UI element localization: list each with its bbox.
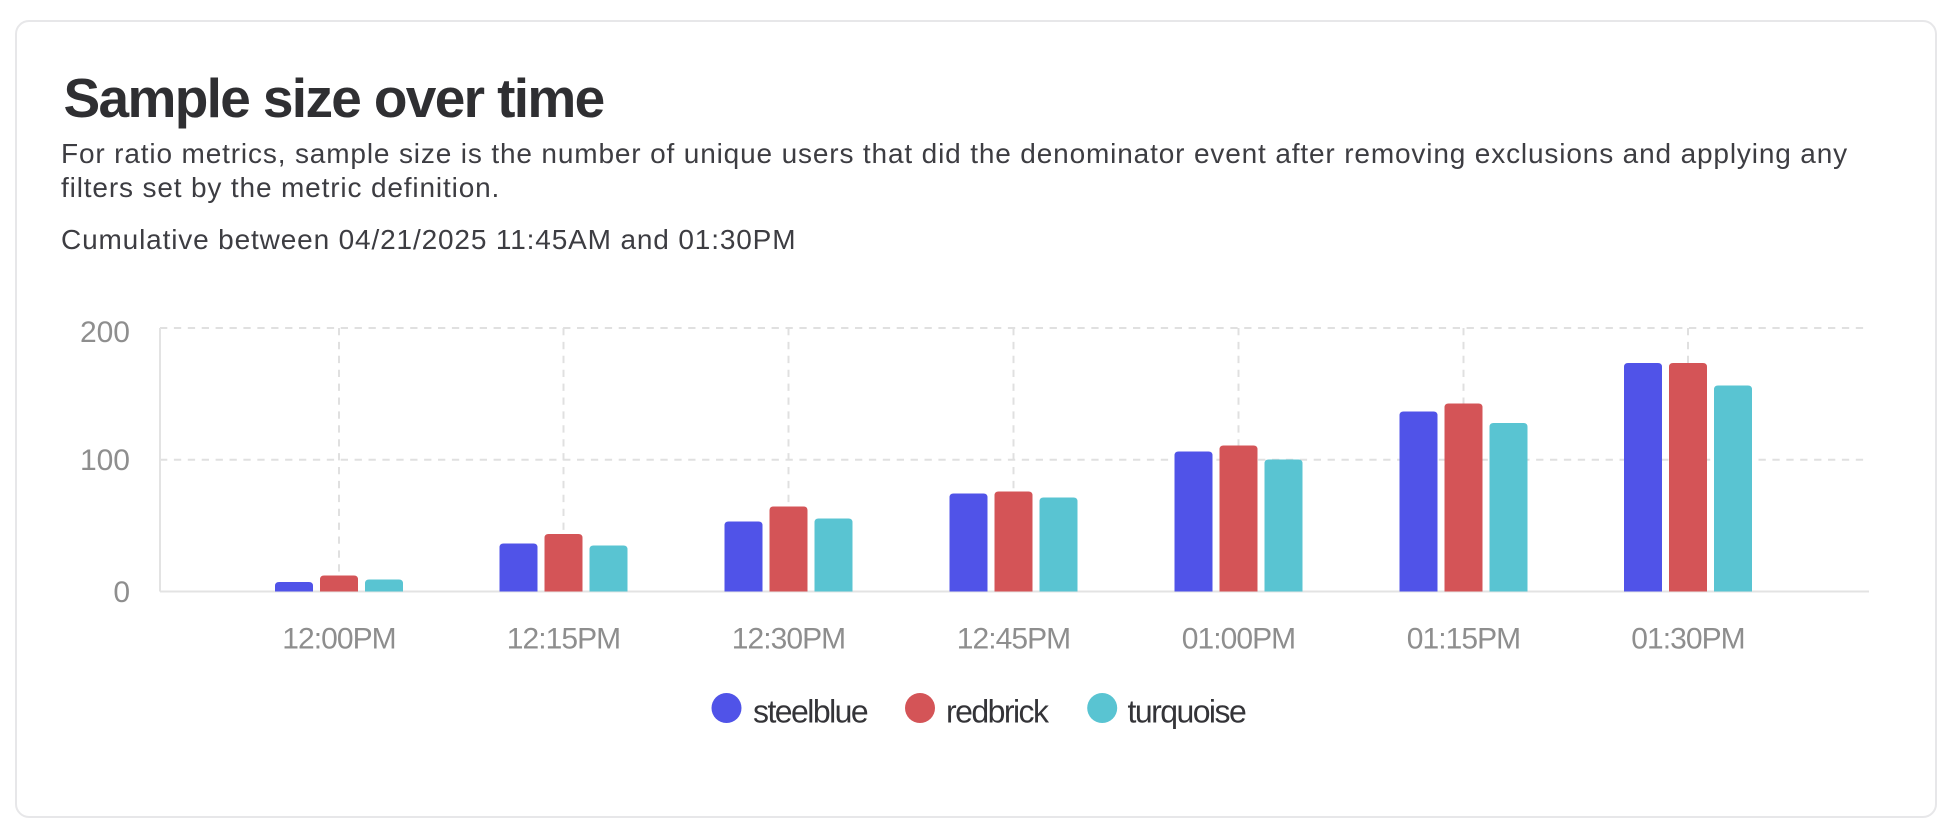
svg-text:01:15PM: 01:15PM	[1407, 623, 1520, 656]
svg-text:01:00PM: 01:00PM	[1182, 623, 1295, 656]
svg-text:steelblue: steelblue	[753, 694, 868, 730]
svg-text:12:15PM: 12:15PM	[507, 623, 620, 656]
svg-text:turquoise: turquoise	[1128, 694, 1246, 730]
svg-text:100: 100	[80, 444, 130, 477]
svg-text:redbrick: redbrick	[946, 694, 1050, 730]
svg-text:12:30PM: 12:30PM	[732, 623, 845, 656]
svg-text:200: 200	[80, 316, 130, 349]
svg-text:01:30PM: 01:30PM	[1631, 623, 1744, 656]
svg-text:12:00PM: 12:00PM	[282, 623, 395, 656]
svg-text:0: 0	[113, 576, 130, 609]
svg-text:12:45PM: 12:45PM	[957, 623, 1070, 656]
